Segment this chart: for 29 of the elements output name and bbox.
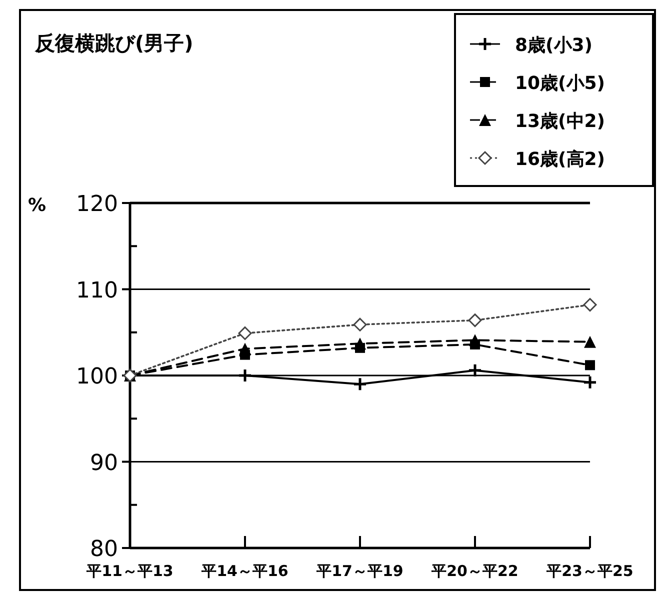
legend-label: 10歳(小5) <box>515 73 606 94</box>
point <box>584 336 596 348</box>
y-tick-label: 110 <box>76 278 118 304</box>
y-tick-label: 120 <box>76 192 118 217</box>
y-axis-title: % <box>28 195 46 216</box>
point <box>352 376 368 392</box>
x-tick-label: 平14～平16 <box>200 562 288 580</box>
x-tick-label: 平17～平19 <box>316 562 404 580</box>
point <box>468 363 482 378</box>
point <box>468 314 482 328</box>
point <box>585 360 595 370</box>
legend-label: 16歳(高2) <box>515 149 606 170</box>
y-tick-label: 100 <box>76 364 118 390</box>
chart-title: 反復横跳び(男子) <box>34 31 194 55</box>
legend-label: 13歳(中2) <box>515 111 606 132</box>
point <box>582 375 598 390</box>
y-tick-label: 90 <box>90 450 118 476</box>
legend-label: 8歳(小3) <box>515 35 593 56</box>
point <box>354 338 366 350</box>
y-tick-label: 80 <box>90 537 118 562</box>
x-tick-label: 平23～平25 <box>546 562 634 580</box>
x-tick-label: 平20～平22 <box>430 562 518 580</box>
point <box>239 342 251 355</box>
point <box>353 318 367 332</box>
point <box>238 326 252 340</box>
point <box>583 298 597 312</box>
point <box>238 368 252 383</box>
x-tick-label: 平11～平13 <box>86 562 174 580</box>
point <box>469 334 481 346</box>
